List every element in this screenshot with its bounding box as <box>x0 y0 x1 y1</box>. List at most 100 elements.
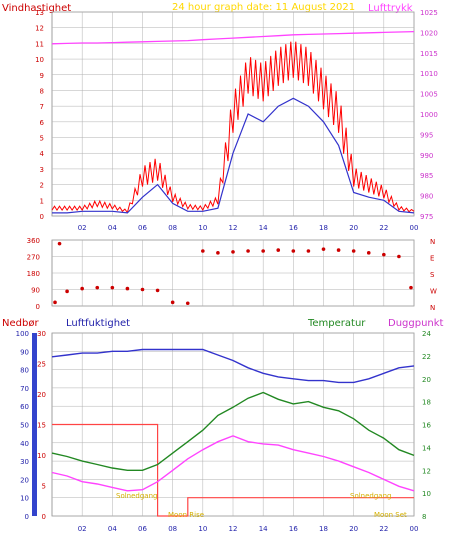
wind-y-tick: 7 <box>40 103 44 111</box>
direction-point <box>170 300 175 305</box>
rain-y-tick: 15 <box>37 422 46 430</box>
humidity-y-tick: 10 <box>20 495 29 503</box>
humidity-y-tick: 100 <box>16 330 29 338</box>
sunset-annotation-left: Solnedgang <box>116 492 157 500</box>
direction-point <box>65 289 69 294</box>
pressure-y-tick: 975 <box>420 213 433 221</box>
direction-point <box>351 249 356 253</box>
pressure-y-tick: 985 <box>420 172 433 180</box>
wind-y-tick: 6 <box>40 119 45 127</box>
direction-point <box>95 285 100 290</box>
x-tick-label: 16 <box>289 224 298 232</box>
x-tick-label: 18 <box>319 525 328 533</box>
direction-point <box>216 251 220 255</box>
moon-rise-annotation: Moon Rise <box>168 511 204 519</box>
graph-date-title: 24 hour graph date: 11 August 2021 <box>172 2 355 13</box>
x-tick-label: 00 <box>410 224 419 232</box>
direction-point <box>382 252 386 257</box>
x-tick-label: 02 <box>78 525 87 533</box>
precipitation-label: Nedbør <box>2 318 39 329</box>
humidity-label: Luftfuktighet <box>66 318 130 329</box>
direction-point <box>246 249 250 253</box>
x-tick-label: 14 <box>259 525 268 533</box>
temperature-y-tick: 24 <box>422 330 431 338</box>
sunset-annotation-right: Solnedgang <box>350 492 391 500</box>
dewpoint-series <box>51 435 415 492</box>
wind-y-tick: 0 <box>40 213 44 221</box>
direction-point <box>397 254 401 259</box>
x-tick-label: 20 <box>349 224 358 232</box>
direction-y-tick: 360 <box>27 237 40 245</box>
pressure-y-tick: 1010 <box>420 70 438 78</box>
humidity-y-tick: 90 <box>20 348 29 356</box>
direction-point <box>57 241 62 246</box>
series-layer <box>51 30 415 517</box>
compass-label: E <box>430 255 434 263</box>
temperature-y-tick: 20 <box>422 376 431 384</box>
x-tick-label: 06 <box>138 224 147 232</box>
rain-y-tick: 5 <box>42 483 46 491</box>
pressure-y-tick: 990 <box>420 152 433 160</box>
wind-y-tick: 11 <box>35 40 44 48</box>
x-tick-label: 16 <box>289 525 298 533</box>
direction-point <box>140 287 145 292</box>
grid-layer <box>52 11 415 517</box>
dewpoint-label: Duggpunkt <box>388 318 444 329</box>
precipitation-axis-bar <box>32 333 37 516</box>
x-tick-label: 22 <box>379 224 388 232</box>
wind-y-tick: 1 <box>40 197 44 205</box>
compass-label: N <box>430 238 435 246</box>
compass-label: N <box>430 304 435 312</box>
pressure-y-tick: 1025 <box>420 9 438 17</box>
temperature-series <box>51 391 415 471</box>
tick-layer: 0202040406060808101012121414161618182020… <box>16 9 438 533</box>
direction-point <box>201 249 205 253</box>
x-tick-label: 14 <box>259 224 268 232</box>
direction-point <box>276 248 281 252</box>
wind-gust-series <box>51 41 415 214</box>
humidity-y-tick: 40 <box>20 440 29 448</box>
temperature-y-tick: 18 <box>422 399 431 407</box>
rain-y-tick: 0 <box>42 513 46 521</box>
wind-y-tick: 8 <box>40 87 44 95</box>
wind-y-tick: 4 <box>40 150 45 158</box>
direction-y-tick: 90 <box>31 287 40 295</box>
wind-y-tick: 2 <box>40 182 44 190</box>
rain-y-tick: 10 <box>37 452 46 460</box>
temperature-y-tick: 16 <box>422 422 431 430</box>
direction-y-tick: 0 <box>36 303 40 311</box>
wind-y-tick: 13 <box>35 9 44 17</box>
direction-point <box>80 286 84 291</box>
pressure-y-tick: 995 <box>420 131 433 139</box>
x-tick-label: 08 <box>168 525 177 533</box>
compass-label: W <box>430 288 437 296</box>
direction-point <box>261 249 265 253</box>
x-tick-label: 10 <box>198 525 207 533</box>
temperature-y-tick: 8 <box>422 513 426 521</box>
temperature-label: Temperatur <box>307 318 366 329</box>
direction-point <box>155 288 160 293</box>
x-tick-label: 12 <box>229 525 238 533</box>
rain-y-tick: 20 <box>37 391 46 399</box>
x-tick-label: 06 <box>138 525 147 533</box>
humidity-y-tick: 50 <box>20 422 29 430</box>
pressure-y-tick: 1005 <box>420 91 438 99</box>
pressure-y-tick: 1020 <box>420 29 438 37</box>
x-tick-label: 00 <box>410 525 419 533</box>
x-tick-label: 20 <box>349 525 358 533</box>
x-tick-label: 12 <box>229 224 238 232</box>
humidity-y-tick: 80 <box>20 367 29 375</box>
x-tick-label: 08 <box>168 224 177 232</box>
humidity-y-tick: 70 <box>20 385 29 393</box>
x-tick-label: 10 <box>198 224 207 232</box>
direction-point <box>409 285 413 290</box>
pressure-y-tick: 1015 <box>420 50 438 58</box>
temperature-y-tick: 22 <box>422 353 431 361</box>
compass-label: S <box>430 271 435 279</box>
temperature-y-tick: 10 <box>422 490 431 498</box>
x-tick-label: 02 <box>78 224 87 232</box>
direction-point <box>125 286 130 291</box>
direction-point <box>336 248 341 252</box>
